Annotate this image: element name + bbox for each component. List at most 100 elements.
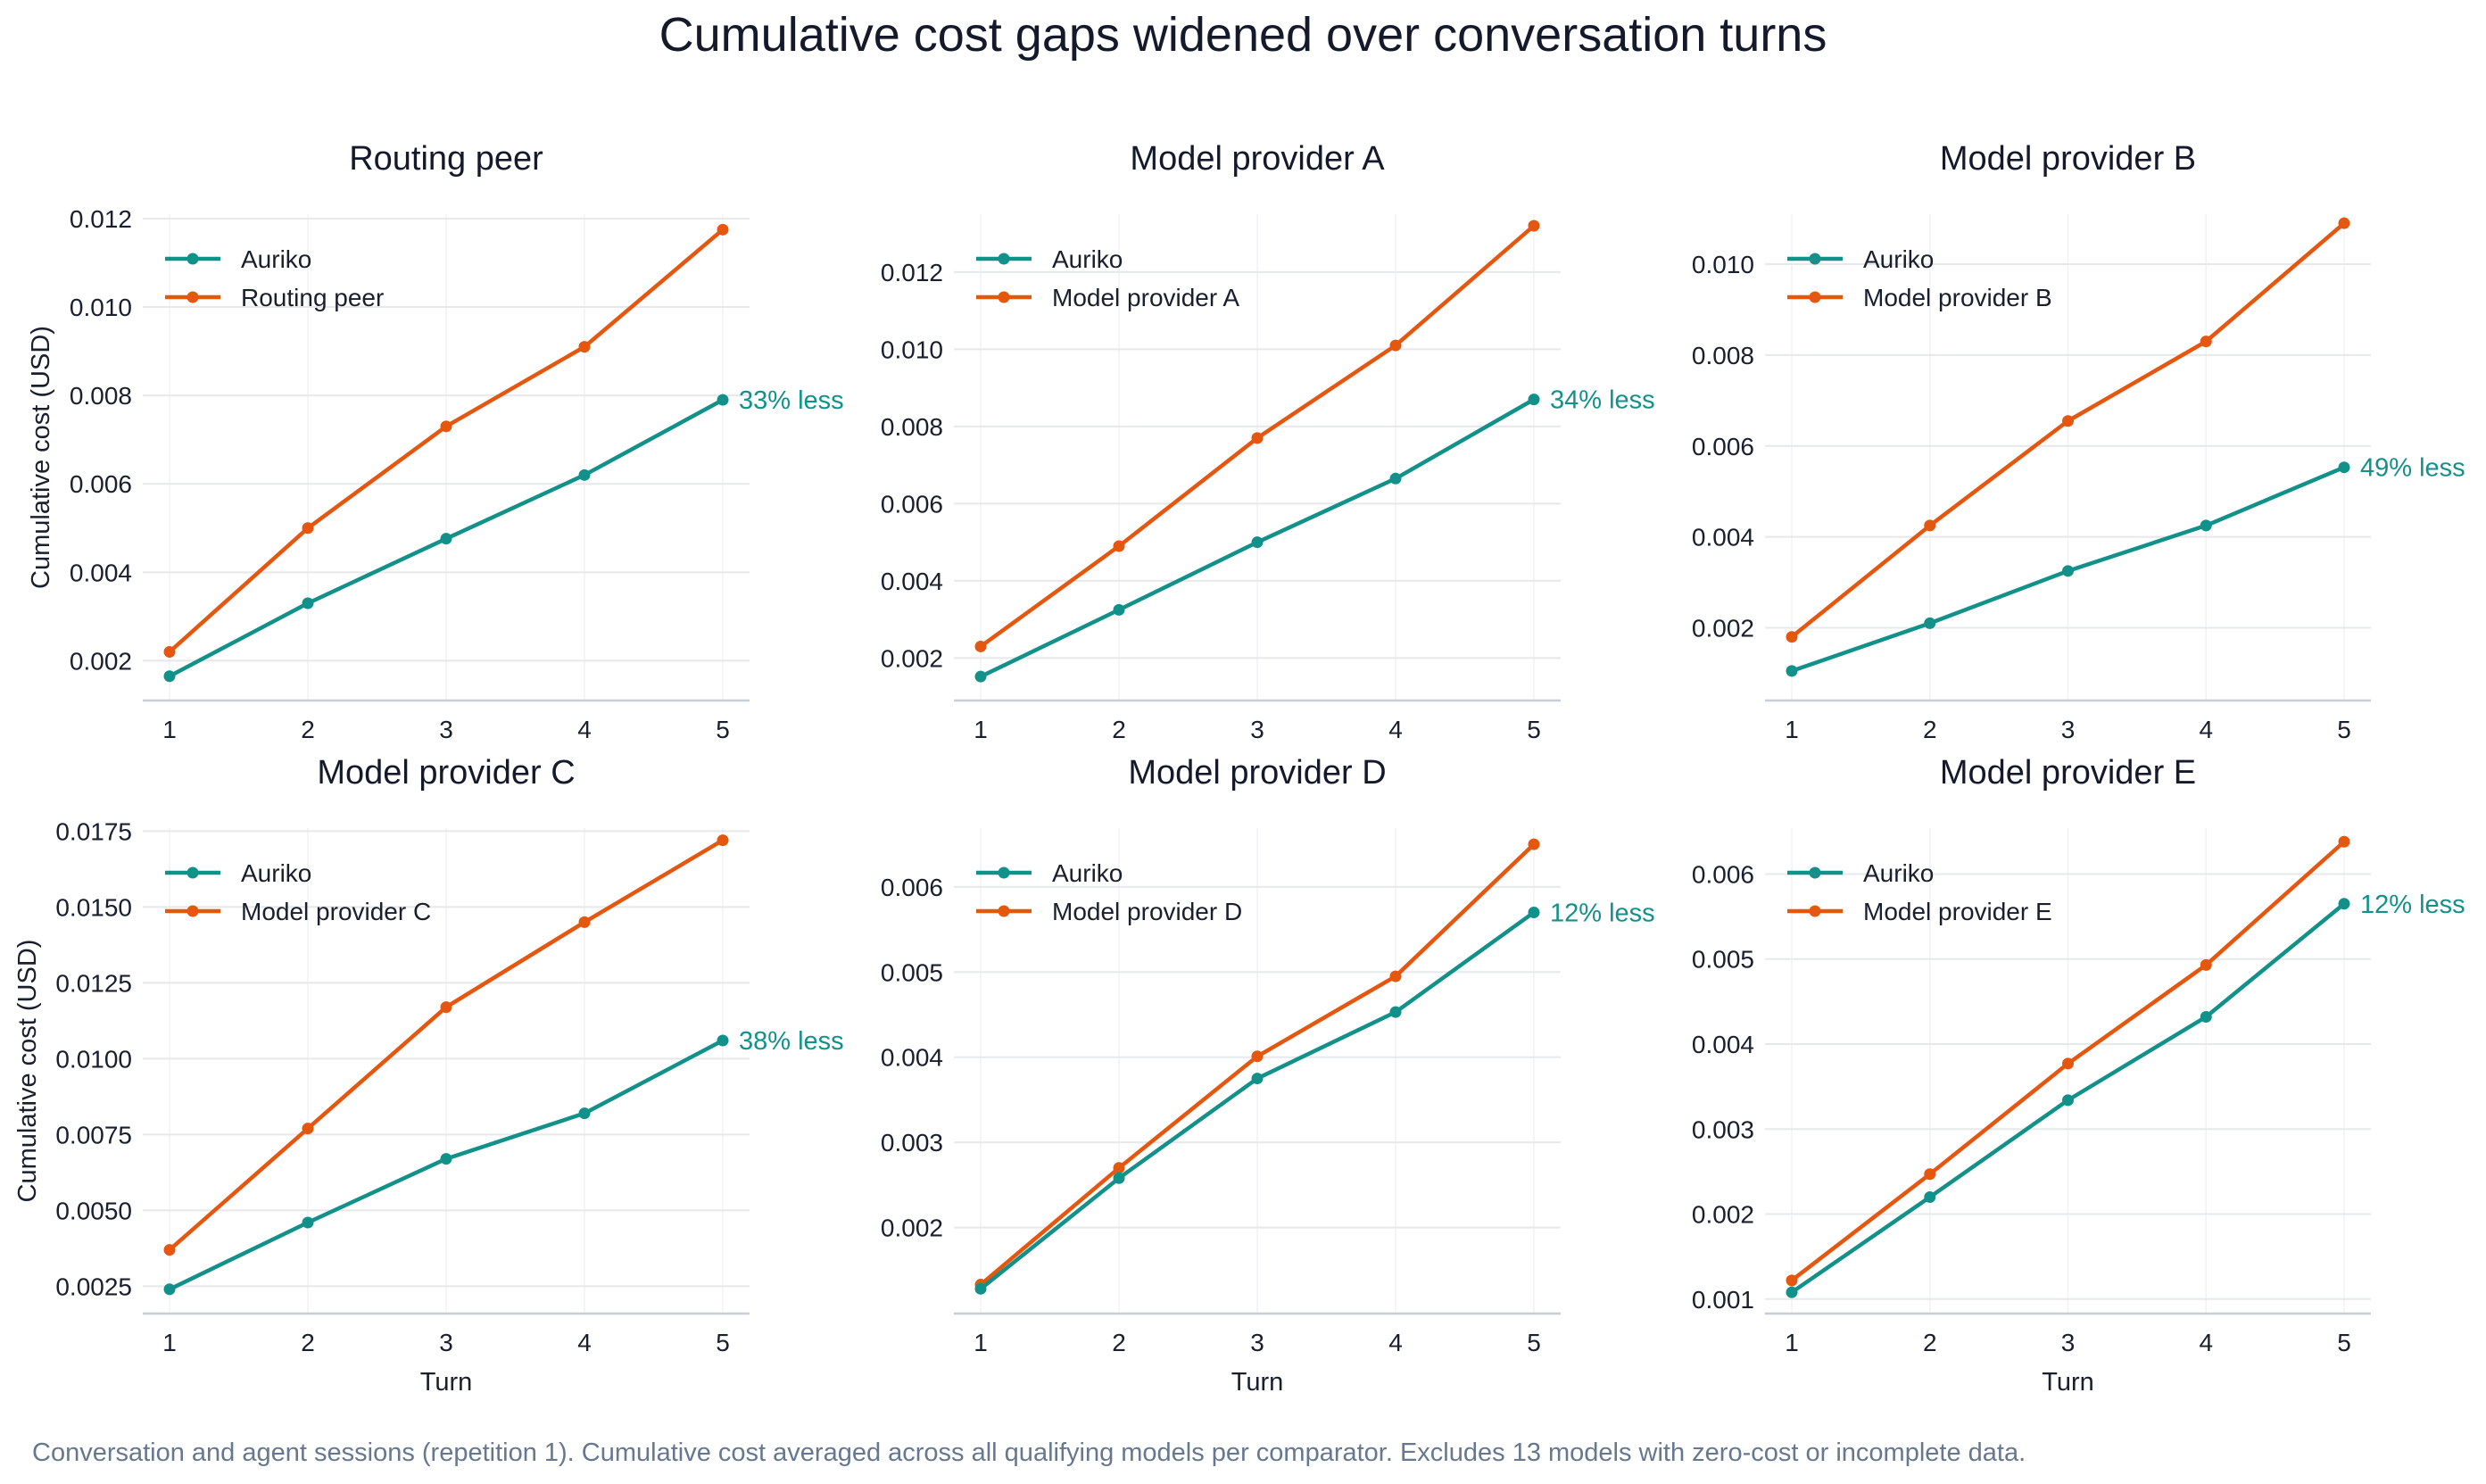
data-point: [974, 670, 987, 683]
y-tick-label: 0.003: [1692, 1115, 1754, 1143]
data-point: [974, 1282, 987, 1295]
data-point: [1251, 1050, 1264, 1063]
y-tick-label: 0.006: [70, 470, 132, 498]
legend-swatch-marker: [1809, 905, 1821, 917]
data-point: [578, 916, 591, 928]
y-tick-label: 0.003: [881, 1129, 943, 1157]
data-point: [2338, 898, 2350, 910]
data-point: [163, 670, 176, 683]
data-point: [440, 1001, 452, 1014]
data-point: [2200, 336, 2212, 348]
y-tick-label: 0.002: [70, 647, 132, 675]
data-point: [2062, 565, 2074, 577]
legend-swatch-marker: [998, 253, 1010, 265]
y-tick-label: 0.0125: [55, 969, 132, 997]
data-point: [1924, 1168, 1936, 1181]
data-point: [163, 1283, 176, 1296]
legend-swatch-marker: [1809, 253, 1821, 265]
x-tick-label: 1: [162, 716, 177, 743]
y-tick-label: 0.005: [1692, 946, 1754, 974]
data-point: [302, 1123, 314, 1135]
data-point: [1389, 970, 1402, 982]
x-axis-label: Turn: [2042, 1368, 2094, 1397]
legend-entry: Auriko: [241, 859, 311, 887]
x-tick-label: 4: [2199, 1329, 2213, 1356]
legend-swatch-marker: [998, 905, 1010, 917]
data-point: [1786, 665, 1798, 677]
data-point: [1251, 1073, 1264, 1085]
data-point: [1389, 472, 1402, 485]
data-point: [440, 420, 452, 433]
data-point: [717, 834, 729, 847]
x-tick-label: 5: [716, 1329, 730, 1356]
y-tick-label: 0.002: [1692, 615, 1754, 643]
data-point: [1528, 906, 1540, 918]
data-point: [1389, 339, 1402, 352]
legend-entry: Auriko: [241, 245, 311, 273]
x-tick-label: 1: [974, 1329, 988, 1356]
y-tick-label: 0.012: [70, 205, 132, 233]
savings-annotation: 34% less: [1550, 386, 1655, 415]
y-tick-label: 0.001: [1692, 1286, 1754, 1314]
data-point: [717, 223, 729, 236]
y-tick-label: 0.004: [1692, 1031, 1754, 1058]
y-tick-label: 0.004: [881, 568, 943, 595]
y-tick-label: 0.010: [70, 294, 132, 321]
data-point: [2338, 835, 2350, 848]
legend-swatch-marker: [1809, 866, 1821, 879]
chart-title: Model provider B: [1940, 140, 2196, 178]
data-point: [1113, 603, 1125, 616]
x-tick-label: 4: [1388, 716, 1403, 743]
y-tick-label: 0.0175: [55, 817, 132, 845]
legend-swatch-marker: [186, 866, 199, 879]
y-tick-label: 0.008: [70, 382, 132, 410]
data-point: [1924, 617, 1936, 629]
data-point: [440, 1153, 452, 1165]
data-point: [974, 640, 987, 652]
x-tick-label: 5: [1527, 716, 1541, 743]
y-tick-label: 0.010: [881, 336, 943, 363]
x-tick-label: 4: [2199, 716, 2213, 743]
chart-panel-3: 0.002 0.004 0.006 0.008 0.010 1 2 3 4 5 Model prov…: [1692, 140, 2465, 743]
data-point: [578, 468, 591, 481]
legend-entry: Model provider C: [241, 898, 431, 925]
x-tick-label: 2: [301, 1329, 315, 1356]
x-tick-label: 1: [162, 1329, 177, 1356]
data-point: [1924, 1190, 1936, 1203]
data-point: [1113, 1162, 1125, 1174]
y-tick-label: 0.0075: [55, 1121, 132, 1148]
data-point: [302, 597, 314, 609]
chart-panel-6: 0.001 0.002 0.003 0.004 0.005 0.006 1 2 3 4 5 Model…: [1692, 754, 2465, 1397]
data-point: [2200, 519, 2212, 532]
savings-annotation: 33% less: [739, 386, 844, 415]
data-point: [302, 1216, 314, 1229]
data-point: [578, 1107, 591, 1120]
y-tick-label: 0.004: [1692, 524, 1754, 551]
data-point: [2062, 415, 2074, 427]
y-tick-label: 0.006: [881, 874, 943, 901]
x-tick-label: 1: [1785, 1329, 1799, 1356]
y-tick-label: 0.006: [1692, 433, 1754, 460]
y-axis-label: Cumulative cost (USD): [13, 940, 42, 1203]
y-tick-label: 0.0025: [55, 1273, 132, 1300]
data-point: [2200, 958, 2212, 971]
y-tick-label: 0.002: [1692, 1201, 1754, 1229]
data-point: [1528, 220, 1540, 232]
data-point: [1113, 540, 1125, 552]
chart-title: Model provider D: [1128, 754, 1386, 792]
x-tick-label: 3: [1250, 1329, 1264, 1356]
legend-swatch-marker: [186, 291, 199, 303]
chart-title: Routing peer: [349, 140, 543, 178]
y-tick-label: 0.0150: [55, 893, 132, 921]
legend-swatch-marker: [998, 866, 1010, 879]
data-point: [1528, 394, 1540, 406]
x-tick-label: 2: [1112, 716, 1126, 743]
x-tick-label: 4: [1388, 1329, 1403, 1356]
data-point: [1786, 1274, 1798, 1287]
x-tick-label: 3: [439, 1329, 453, 1356]
y-tick-label: 0.0100: [55, 1045, 132, 1073]
legend-entry: Model provider D: [1052, 898, 1242, 925]
x-tick-label: 2: [1112, 1329, 1126, 1356]
figure-title: Cumulative cost gaps widened over conver…: [659, 8, 1827, 62]
legend-entry: Model provider E: [1863, 898, 2052, 925]
